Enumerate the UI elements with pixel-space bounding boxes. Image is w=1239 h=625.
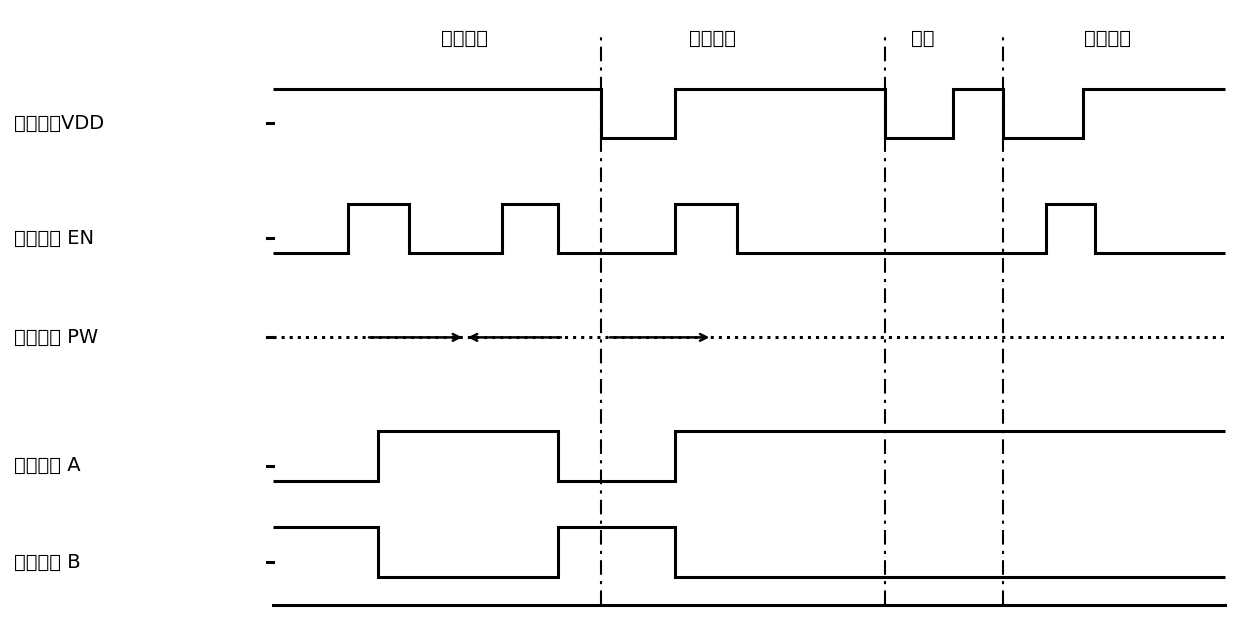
Text: 断电编程: 断电编程	[689, 29, 736, 48]
Text: 输出电平 A: 输出电平 A	[14, 456, 81, 475]
Text: 工作电压VDD: 工作电压VDD	[14, 114, 104, 133]
Text: 上电编程: 上电编程	[441, 29, 488, 48]
Text: 断电: 断电	[911, 29, 934, 48]
Text: 编程识别 EN: 编程识别 EN	[14, 229, 94, 248]
Text: 编程电流 PW: 编程电流 PW	[14, 328, 98, 347]
Text: 断电恢复: 断电恢复	[1084, 29, 1131, 48]
Text: 输出电平 B: 输出电平 B	[14, 552, 81, 571]
